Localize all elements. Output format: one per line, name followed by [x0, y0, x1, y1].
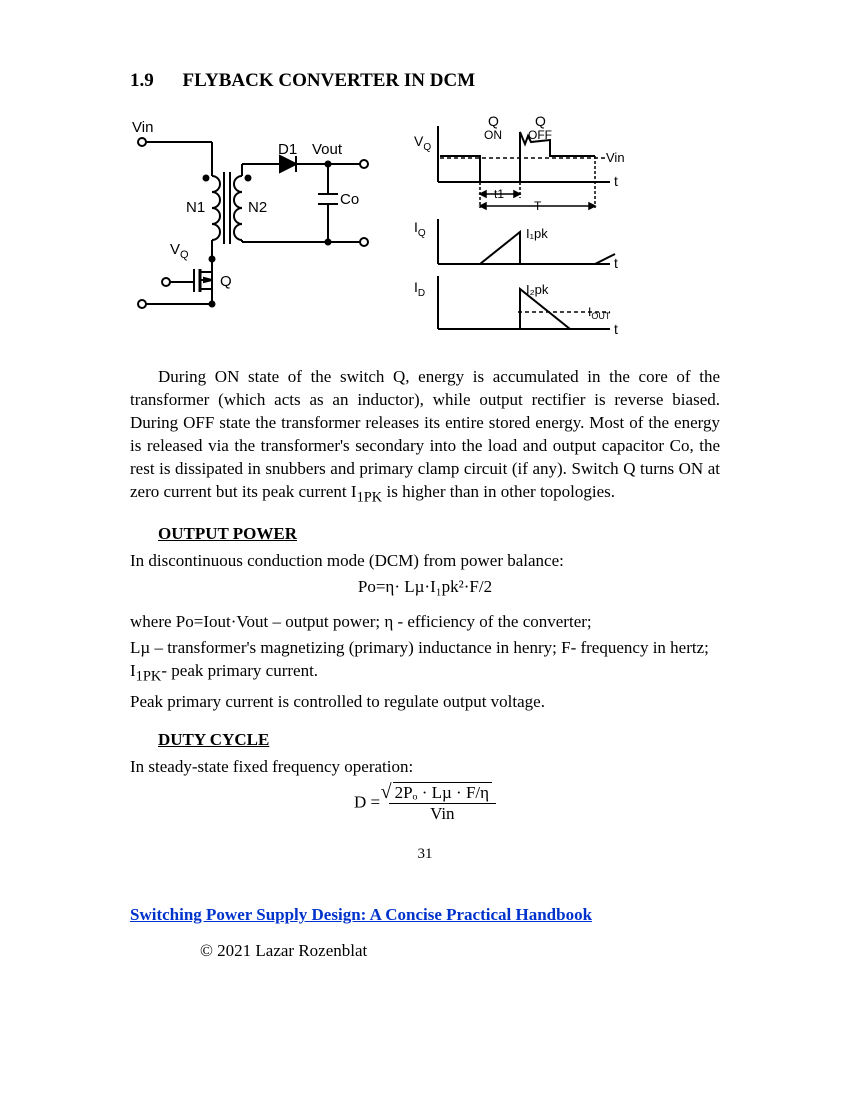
label-d1: D1: [278, 141, 297, 158]
waveform-diagram: VQ Q ON Q OFF Vin t t1 T IQ I₁pk t ID I₂…: [410, 114, 630, 344]
duty-cycle-intro: In steady-state fixed frequency operatio…: [130, 756, 720, 779]
wf-i2pk: I₂pk: [526, 282, 549, 297]
section-number: 1.9: [130, 70, 154, 92]
wf-t2: t: [614, 255, 618, 271]
subheading-duty-cycle: DUTY CYCLE: [158, 730, 720, 750]
output-power-intro: In discontinuous conduction mode (DCM) f…: [130, 550, 720, 573]
wf-t1: t: [614, 173, 618, 189]
formula-d: D = 2Pₒ · Lµ · F/η Vin: [130, 783, 720, 824]
circuit-diagram: Vin D1 Vout N1 N2 Co VQ Q: [130, 114, 380, 324]
label-co: Co: [340, 191, 359, 208]
label-n1: N1: [186, 199, 205, 216]
wf-t3: t: [614, 321, 618, 337]
wf-T-label: T: [534, 199, 542, 213]
wf-off: OFF: [528, 128, 552, 142]
copyright: © 2021 Lazar Rozenblat: [130, 941, 720, 961]
wf-t1-label: t1: [494, 187, 504, 201]
where-line-2: Lµ – transformer's magnetizing (primary)…: [130, 637, 720, 687]
label-n2: N2: [248, 199, 267, 216]
wf-iq: IQ: [414, 219, 426, 239]
label-vq: VQ: [170, 241, 189, 261]
section-heading: 1.9 FLYBACK CONVERTER IN DCM: [130, 70, 720, 92]
wf-i1pk: I₁pk: [526, 226, 548, 241]
wf-q1: Q: [488, 114, 499, 129]
paragraph-1: During ON state of the switch Q, energy …: [130, 366, 720, 508]
formula-po: Po=η· Lµ·I₁pk²·F/2: [130, 577, 720, 597]
footer-link[interactable]: Switching Power Supply Design: A Concise…: [130, 905, 720, 925]
where-line-3: Peak primary current is controlled to re…: [130, 691, 720, 714]
label-q: Q: [220, 273, 232, 290]
section-title: FLYBACK CONVERTER IN DCM: [183, 70, 476, 91]
label-vout: Vout: [312, 141, 343, 158]
wf-on: ON: [484, 128, 502, 142]
wf-id: ID: [414, 279, 425, 299]
wf-vq: VQ: [414, 133, 431, 153]
wf-vin: Vin: [606, 150, 625, 165]
diagram-row: Vin D1 Vout N1 N2 Co VQ Q: [130, 114, 720, 344]
where-line-1: where Po=Iout·Vout – output power; η - e…: [130, 611, 720, 634]
wf-q2: Q: [535, 114, 546, 129]
wf-iout: IOUT: [588, 305, 611, 321]
label-vin: Vin: [132, 119, 153, 136]
subheading-output-power: OUTPUT POWER: [158, 524, 720, 544]
page-number: 31: [130, 846, 720, 863]
